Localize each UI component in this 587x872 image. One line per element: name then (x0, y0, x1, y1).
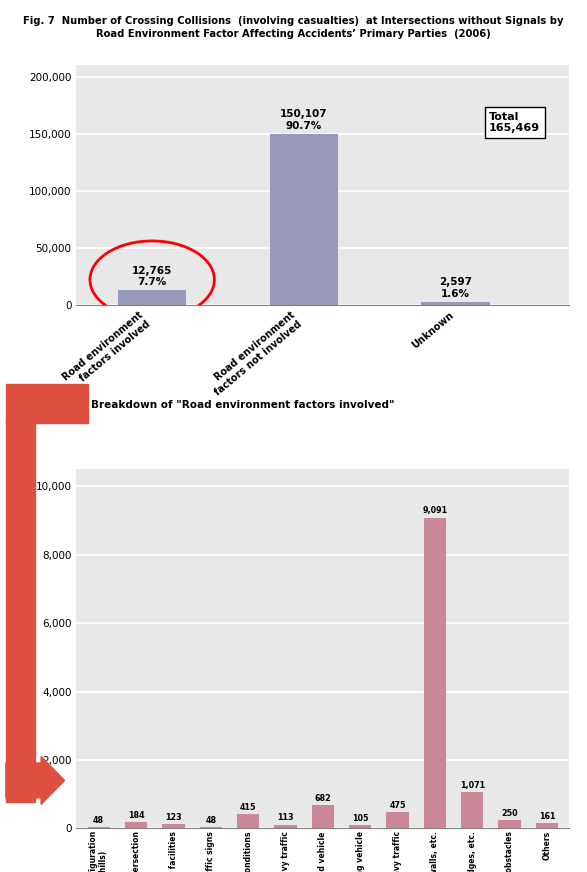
Bar (424, 517, 446, 828)
Text: 161: 161 (539, 812, 555, 821)
Bar (125, 822, 147, 828)
Text: 250: 250 (501, 809, 518, 818)
Bar (200, 827, 222, 828)
Text: 105: 105 (352, 814, 369, 823)
Bar (498, 820, 521, 828)
Text: 9,091: 9,091 (423, 507, 447, 515)
Text: 682: 682 (315, 794, 331, 803)
Text: 150,107
90.7%: 150,107 90.7% (280, 109, 328, 131)
Text: 475: 475 (389, 801, 406, 810)
Bar (461, 792, 484, 828)
Bar (386, 812, 409, 828)
Bar (349, 825, 372, 828)
Bar (536, 823, 558, 828)
Text: 415: 415 (240, 803, 257, 812)
Text: Total
165,469: Total 165,469 (489, 112, 540, 133)
Text: 123: 123 (165, 814, 182, 822)
Text: 12,765
7.7%: 12,765 7.7% (132, 266, 173, 288)
Text: 48: 48 (205, 815, 217, 825)
Text: Road Environment Factor Affecting Accidents’ Primary Parties  (2006): Road Environment Factor Affecting Accide… (96, 29, 491, 38)
Bar (162, 824, 185, 828)
Bar (312, 805, 334, 828)
Text: 2,597
1.6%: 2,597 1.6% (439, 277, 472, 299)
Text: 1,071: 1,071 (460, 780, 485, 790)
Text: Fig. 7  Number of Crossing Collisions  (involving casualties)  at Intersections : Fig. 7 Number of Crossing Collisions (in… (23, 16, 564, 25)
Text: 48: 48 (93, 815, 104, 825)
Bar (87, 827, 110, 828)
Text: Breakdown of "Road environment factors involved": Breakdown of "Road environment factors i… (91, 400, 394, 411)
Bar (270, 133, 338, 305)
Bar (274, 825, 296, 828)
Text: 184: 184 (128, 811, 144, 820)
Bar (421, 302, 490, 305)
Bar (237, 814, 259, 828)
Text: 113: 113 (277, 814, 294, 822)
Bar (118, 290, 186, 305)
